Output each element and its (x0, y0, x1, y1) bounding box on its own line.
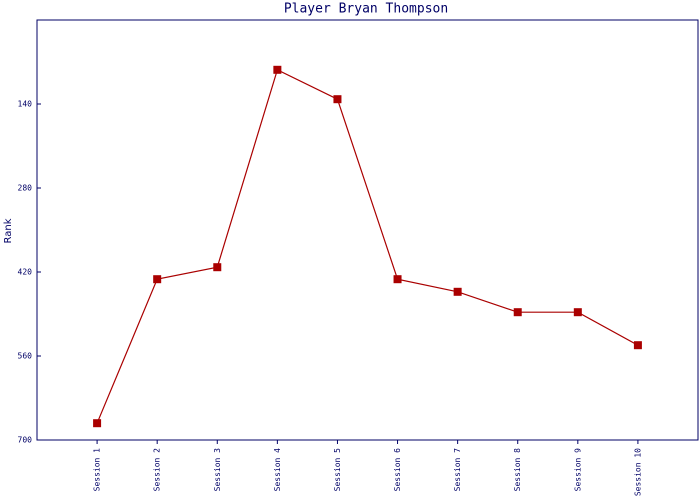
marker (153, 275, 162, 284)
marker (93, 419, 102, 428)
y-tick-label: 560 (18, 352, 33, 361)
marker (273, 65, 282, 74)
y-tick-label: 280 (18, 184, 33, 193)
x-tick-label: Session 5 (333, 448, 342, 492)
x-tick-label: Session 9 (573, 448, 582, 492)
marker (453, 287, 462, 296)
plot-frame (36, 19, 699, 441)
chart-title: Player Bryan Thompson (284, 2, 448, 17)
y-tick-label: 420 (18, 268, 33, 277)
marker (333, 95, 342, 104)
marker (633, 341, 642, 350)
x-tick-label: Session 7 (453, 448, 462, 492)
marker (513, 308, 522, 317)
x-tick-label: Session 6 (393, 448, 402, 492)
y-tick-label: 140 (18, 100, 33, 109)
x-tick-label: Session 3 (213, 448, 222, 492)
x-tick-label: Session 10 (633, 448, 642, 496)
marker (573, 308, 582, 317)
y-axis-label: Rank (3, 218, 14, 243)
x-tick-label: Session 8 (513, 448, 522, 492)
x-tick-label: Session 4 (273, 448, 282, 492)
y-tick-label: 700 (18, 436, 33, 445)
marker (213, 263, 222, 272)
line (96, 68, 639, 424)
x-tick-label: Session 1 (93, 448, 102, 492)
x-tick-label: Session 2 (153, 448, 162, 492)
marker (393, 275, 402, 284)
